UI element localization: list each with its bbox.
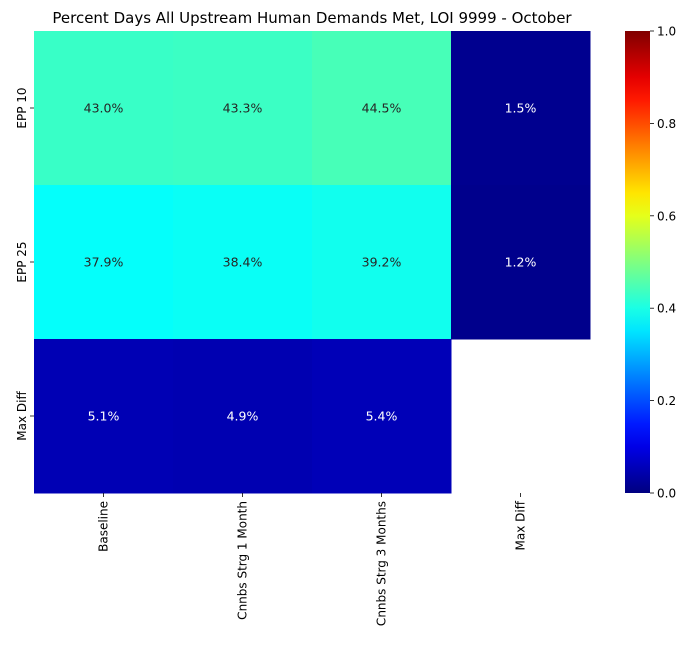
colorbar-tick-label: 0.2 (657, 394, 676, 408)
heatmap-cell (34, 31, 174, 186)
x-tick-label: Cnnbs Strg 3 Months (375, 501, 389, 626)
heatmap-cell (312, 31, 452, 186)
x-axis-ticks: Baseline Cnnbs Strg 1 Month Cnnbs Strg 3 M… (97, 493, 528, 626)
heatmap-cell (312, 339, 452, 494)
cell-value-label: 1.2% (505, 255, 537, 270)
heatmap-cell (34, 185, 174, 340)
colorbar-tick-label: 0.8 (657, 117, 676, 131)
cell-value-label: 1.5% (505, 101, 537, 116)
heatmap-cells (34, 31, 591, 494)
cell-value-label: 5.4% (366, 409, 398, 424)
x-tick-label: Max Diff (514, 500, 528, 550)
heatmap-cell-labels: 43.0% 43.3% 44.5% 1.5% 37.9% 38.4% 39.2% 1.2% 5.… (84, 101, 537, 424)
cell-value-label: 43.0% (84, 101, 124, 116)
y-tick-label: EPP 25 (15, 241, 29, 282)
heatmap-cell (173, 31, 313, 186)
y-axis-ticks: EPP 10 EPP 25 Max Diff (15, 87, 34, 441)
heatmap-cell (34, 339, 174, 494)
chart-title: Percent Days All Upstream Human Demands … (52, 9, 572, 27)
heatmap-cell (173, 185, 313, 340)
cell-value-label: 5.1% (88, 409, 120, 424)
cell-value-label: 37.9% (84, 255, 124, 270)
cell-value-label: 38.4% (223, 255, 263, 270)
heatmap-cell (451, 31, 591, 186)
x-tick-label: Baseline (97, 501, 111, 552)
y-tick-label: Max Diff (15, 391, 29, 441)
colorbar-tick-label: 0.4 (657, 302, 676, 316)
y-tick-label: EPP 10 (15, 87, 29, 128)
colorbar-tick-label: 0.0 (657, 487, 676, 501)
cell-value-label: 43.3% (223, 101, 263, 116)
cell-value-label: 39.2% (362, 255, 402, 270)
colorbar-tick-label: 1.0 (657, 25, 676, 39)
colorbar-tick-label: 0.6 (657, 209, 676, 223)
x-tick-label: Cnnbs Strg 1 Month (236, 501, 250, 620)
cell-value-label: 4.9% (227, 409, 259, 424)
heatmap-cell (173, 339, 313, 494)
heatmap-cell (312, 185, 452, 340)
heatmap-cell (451, 185, 591, 340)
cell-value-label: 44.5% (362, 101, 402, 116)
colorbar-gradient (625, 31, 650, 493)
colorbar: 0.0 0.2 0.4 0.6 0.8 1.0 (625, 25, 676, 501)
